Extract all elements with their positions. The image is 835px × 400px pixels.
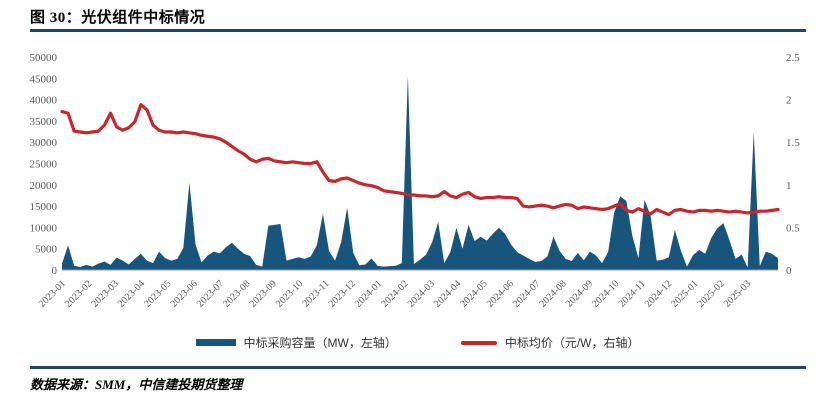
- capacity-area-swatch-icon: [195, 339, 236, 346]
- x-axis-tick: 2023-12: [327, 278, 358, 309]
- left-axis-tick: 20000: [30, 180, 58, 192]
- x-axis-tick: 2023-08: [221, 278, 252, 309]
- x-axis-tick: 2024-10: [590, 278, 621, 309]
- x-axis-tick: 2023-06: [169, 278, 200, 309]
- right-axis-tick: 1.5: [786, 137, 800, 149]
- x-axis-tick: 2023-07: [195, 278, 226, 309]
- left-axis-tick: 50000: [30, 52, 58, 64]
- x-axis-tick: 2023-11: [301, 278, 332, 309]
- left-axis-tick: 45000: [30, 73, 58, 85]
- figure-title: 光伏组件中标情况: [81, 10, 206, 26]
- right-axis-tick: 1: [786, 180, 792, 192]
- x-axis-tick: 2024-11: [617, 278, 648, 309]
- x-axis-tick: 2024-06: [485, 278, 516, 309]
- x-axis-tick: 2025-02: [696, 278, 727, 309]
- x-axis-tick: 2024-04: [432, 278, 463, 309]
- footer-rule: [30, 366, 806, 369]
- x-axis-tick: 2023-05: [142, 278, 173, 309]
- x-axis-tick: 2025-01: [669, 278, 700, 309]
- right-axis-tick: 0.5: [786, 222, 800, 234]
- figure-header: 图 30：光伏组件中标情况: [30, 6, 806, 27]
- legend-label-price: 中标均价（元/W，右轴）: [504, 336, 640, 350]
- x-axis-tick: 2023-09: [248, 278, 279, 309]
- x-axis-tick: 2024-03: [406, 278, 437, 309]
- combo-chart: 0 5000 10000 15000 20000 25000 30000 35000 40000…: [30, 52, 801, 310]
- x-axis-tick: 2023-01: [37, 278, 68, 309]
- chart-area: 0 5000 10000 15000 20000 25000 30000 35000 40000…: [30, 52, 801, 310]
- left-axis-tick: 10000: [30, 222, 58, 234]
- legend-label-capacity: 中标采购容量（MW，左轴）: [243, 336, 397, 350]
- x-axis-tick: 2024-05: [458, 278, 489, 309]
- x-axis-tick: 2023-04: [116, 278, 147, 309]
- x-axis-tick: 2025-03: [722, 278, 753, 309]
- x-axis-tick: 2023-02: [63, 278, 94, 309]
- x-axis-tick: 2023-03: [89, 278, 120, 309]
- left-axis-tick: 30000: [30, 137, 58, 149]
- x-axis-tick: 2023-10: [274, 278, 305, 309]
- left-axis-tick: 25000: [30, 159, 58, 171]
- chart-legend: 中标采购容量（MW，左轴） 中标均价（元/W，右轴）: [0, 334, 835, 351]
- price-line-series: [60, 103, 780, 217]
- right-axis-tick: 2: [786, 95, 792, 107]
- right-axis-tick: 0: [786, 265, 792, 277]
- legend-item-capacity: 中标采购容量（MW，左轴）: [195, 334, 397, 351]
- capacity-area-series: [62, 75, 778, 270]
- figure-label: 图 30：: [30, 10, 82, 26]
- legend-item-price: 中标均价（元/W，右轴）: [460, 334, 640, 351]
- price-line-swatch-icon: [460, 340, 497, 345]
- left-axis-tick: 15000: [30, 201, 58, 213]
- x-axis-tick: 2024-07: [511, 278, 542, 309]
- left-axis-tick: 5000: [35, 244, 58, 256]
- x-axis-tick: 2024-01: [353, 278, 384, 309]
- x-axis-tick: 2024-02: [379, 278, 410, 309]
- right-axis-tick: 2.5: [786, 52, 800, 64]
- title-underline: [30, 29, 806, 32]
- x-axis-tick: 2024-12: [643, 278, 674, 309]
- left-axis-tick: 40000: [30, 95, 58, 107]
- x-axis-tick: 2024-08: [537, 278, 568, 309]
- left-axis-tick: 35000: [30, 116, 58, 128]
- data-source: 数据来源：SMM，中信建投期货整理: [30, 377, 243, 392]
- x-axis-tick: 2024-09: [564, 278, 595, 309]
- left-axis-tick: 0: [52, 265, 58, 277]
